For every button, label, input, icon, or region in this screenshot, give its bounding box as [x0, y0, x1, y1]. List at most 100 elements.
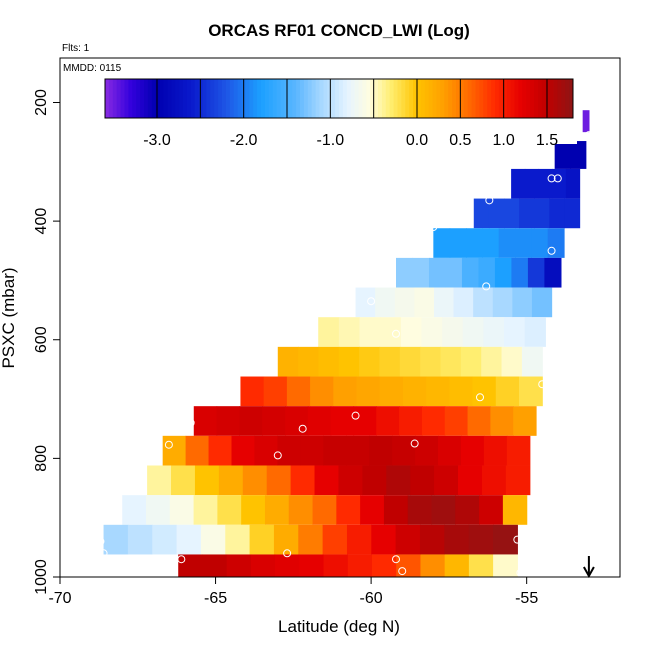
colorbar-segment	[514, 79, 519, 118]
sample-point	[351, 411, 360, 420]
colorbar-segment	[229, 79, 235, 118]
colorbar-segment	[413, 79, 418, 118]
heatmap-cell	[379, 376, 404, 407]
colorbar-segment	[315, 79, 320, 118]
colorbar-segment	[561, 79, 566, 118]
heatmap-cell	[202, 554, 228, 577]
sample-point	[429, 223, 438, 232]
colorbar-segment	[327, 79, 332, 118]
colorbar-segment	[280, 79, 285, 118]
colorbar-segment	[183, 79, 188, 118]
heatmap-cell	[240, 376, 265, 407]
sample-point	[584, 131, 593, 140]
colorbar-segment	[175, 79, 180, 118]
heatmap-cell	[428, 257, 447, 288]
sample-point	[485, 196, 494, 205]
heatmap-cell	[264, 495, 290, 525]
heatmap-cell	[473, 287, 494, 318]
colorbar-segment	[128, 79, 133, 118]
heatmap-cell	[392, 435, 416, 466]
heatmap-cell	[582, 110, 590, 133]
colorbar-segment	[534, 79, 539, 118]
heatmap-cell	[217, 495, 242, 525]
heatmap-cell	[323, 435, 347, 466]
heatmap-cell	[565, 168, 581, 199]
heatmap-cell	[511, 257, 529, 288]
heatmap-cell	[407, 495, 433, 525]
heatmap-cell	[501, 346, 523, 377]
colorbar-segment	[358, 79, 363, 118]
colorbar-segment	[362, 79, 367, 118]
heatmap-cell	[169, 495, 195, 525]
colorbar-segment	[565, 79, 570, 118]
heatmap-cell	[347, 554, 373, 577]
heatmap-cell	[290, 465, 316, 496]
sample-point	[538, 476, 547, 485]
sample-point	[516, 568, 525, 577]
heatmap-cell	[461, 257, 480, 288]
colorbar-segment	[366, 79, 371, 118]
colorbar-segment	[264, 79, 270, 118]
colorbar-segment	[132, 79, 137, 118]
colorbar-segment	[354, 79, 359, 118]
colorbar-segment	[487, 79, 492, 118]
x-tick-label: -70	[48, 590, 71, 607]
heatmap-cell	[453, 287, 474, 318]
colorbar-segment	[159, 79, 164, 118]
colorbar-segment	[155, 79, 161, 118]
heatmap-cell	[250, 554, 276, 577]
heatmap-cell	[103, 524, 129, 555]
colorbar-segment	[108, 79, 114, 118]
colorbar-segment	[471, 79, 476, 118]
colorbar-segment	[194, 79, 200, 118]
heatmap-cell	[420, 554, 446, 577]
sample-point	[553, 174, 562, 183]
heatmap-cell	[458, 465, 483, 496]
heatmap-cell	[412, 257, 430, 288]
y-axis-label: PSXC (mbar)	[0, 267, 18, 368]
heatmap-cell	[449, 376, 474, 407]
colorbar-segment	[167, 79, 172, 118]
colorbar-segment	[374, 79, 379, 118]
y-tick-label: 200	[33, 89, 50, 116]
heatmap-cell	[193, 495, 218, 525]
heatmap-cell	[359, 346, 381, 377]
heatmap-cell	[483, 317, 505, 347]
colorbar-tick-label: 0.5	[449, 132, 471, 149]
heatmap-cell	[442, 317, 464, 347]
heatmap-cell	[285, 406, 309, 436]
arrow-marker-head	[583, 566, 595, 579]
heatmap-cell	[178, 554, 204, 577]
heatmap-cell	[519, 376, 543, 407]
heatmap-cell	[162, 435, 187, 466]
heatmap-cell	[399, 346, 421, 377]
colorbar-segment	[124, 79, 129, 118]
heatmap-cell	[466, 228, 483, 258]
heatmap-cell	[242, 465, 268, 496]
colorbar-segment	[268, 79, 274, 118]
heatmap-cell	[494, 257, 513, 288]
sample-point	[538, 380, 547, 389]
colorbar-segment	[385, 79, 391, 118]
heatmap-cell	[171, 465, 196, 496]
sample-point	[556, 298, 565, 307]
colorbar-segment	[479, 79, 484, 118]
heatmap-cell	[338, 465, 363, 496]
heatmap-cell	[314, 465, 340, 496]
sample-point	[476, 393, 484, 402]
sample-point	[177, 555, 186, 564]
heatmap-cell	[400, 317, 423, 347]
colorbar-segment	[105, 79, 110, 118]
heatmap-cell	[444, 554, 470, 577]
sample-point	[99, 549, 108, 558]
heatmap-cell	[225, 524, 251, 555]
colorbar-segment	[202, 79, 207, 118]
colorbar-tick-label: 1.0	[493, 132, 515, 149]
heatmap-cell	[547, 228, 565, 258]
heatmap-cell	[249, 524, 275, 555]
colorbar-segment	[171, 79, 176, 118]
colorbar-segment	[557, 79, 562, 118]
colorbar-segment	[339, 79, 344, 118]
colorbar-segment	[120, 79, 125, 118]
heatmap-cell	[460, 435, 485, 466]
